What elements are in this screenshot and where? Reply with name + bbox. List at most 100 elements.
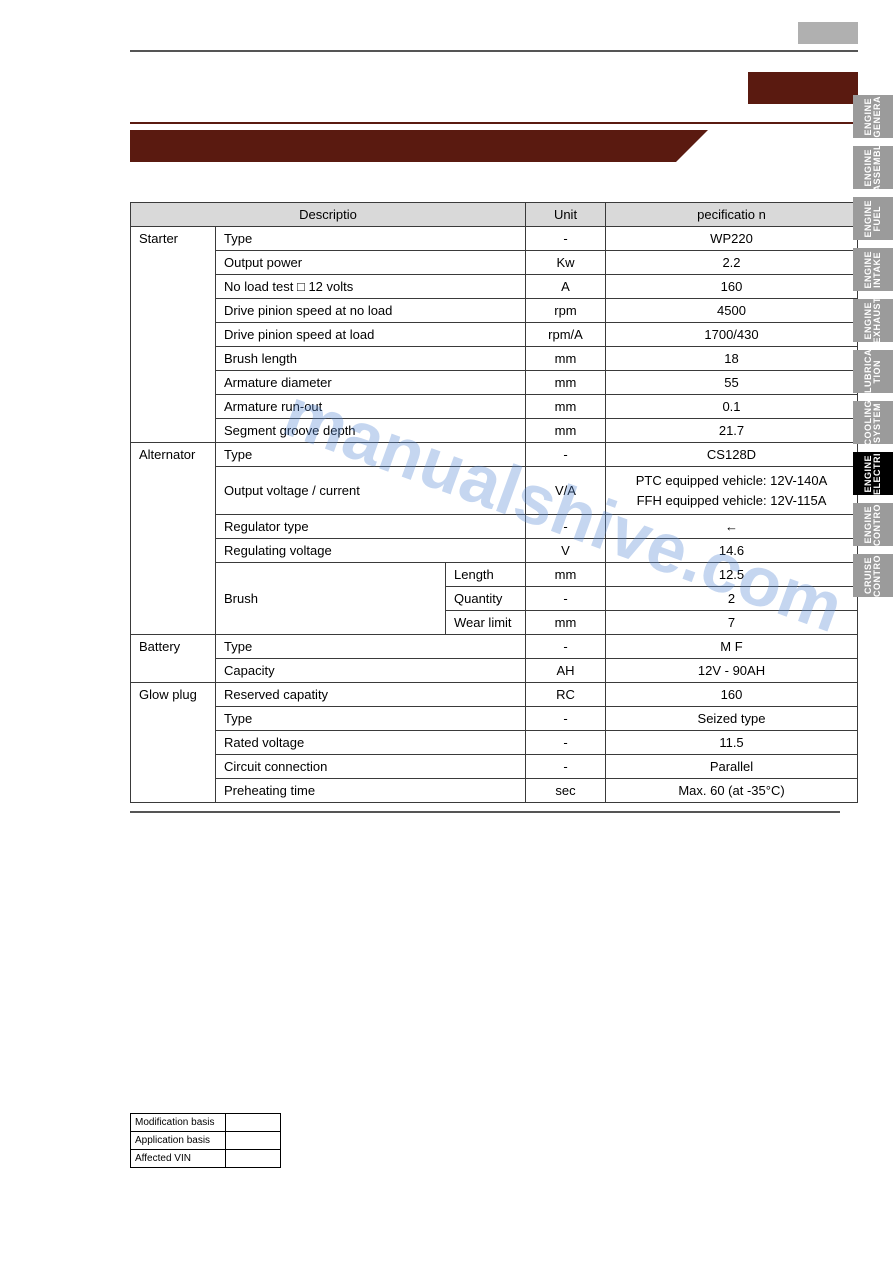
unit-cell: mm [526,395,606,419]
unit-cell: Kw [526,251,606,275]
spec-cell: 55 [606,371,858,395]
meta-row: Application basis [131,1132,281,1150]
table-row: No load test □ 12 voltsA160 [131,275,858,299]
meta-value [226,1114,281,1132]
table-row: Armature diametermm55 [131,371,858,395]
spec-cell: PTC equipped vehicle: 12V-140A FFH equip… [606,467,858,515]
section-tab[interactable]: COOLING SYSTEM [853,401,893,444]
footer-rule [130,811,840,813]
section-tab[interactable]: LUBRICA TION [853,350,893,393]
unit-cell: mm [526,347,606,371]
table-row: Circuit connection-Parallel [131,755,858,779]
table-row: Preheating timesecMax. 60 (at -35°C) [131,779,858,803]
sub-desc-cell: Length [446,563,526,587]
category-cell: Alternator [131,443,216,635]
meta-row: Affected VIN [131,1150,281,1168]
unit-cell: - [526,515,606,539]
table-row: Armature run-outmm0.1 [131,395,858,419]
spec-cell: WP220 [606,227,858,251]
spec-cell: 2.2 [606,251,858,275]
unit-cell: RC [526,683,606,707]
spec-cell: 12V - 90AH [606,659,858,683]
spec-cell: 0.1 [606,395,858,419]
desc-cell: Armature diameter [216,371,526,395]
unit-cell: mm [526,563,606,587]
desc-cell: Reserved capatity [216,683,526,707]
unit-cell: rpm [526,299,606,323]
table-row: Rated voltage-11.5 [131,731,858,755]
desc-cell: Type [216,227,526,251]
spec-cell: ← [606,515,858,539]
section-tab[interactable]: CRUISE CONTRO [853,554,893,597]
unit-cell: - [526,587,606,611]
section-tab[interactable]: ENGINE ELECTRI [853,452,893,495]
desc-cell: Type [216,635,526,659]
unit-cell: - [526,443,606,467]
section-tab[interactable]: ENGINE FUEL [853,197,893,240]
table-row: StarterType-WP220 [131,227,858,251]
meta-value [226,1132,281,1150]
spec-cell: 1700/430 [606,323,858,347]
category-cell: Glow plug [131,683,216,803]
spec-cell: M F [606,635,858,659]
section-title-banner [130,130,676,162]
unit-cell: sec [526,779,606,803]
section-tab[interactable]: ENGINE INTAKE [853,248,893,291]
table-row: AlternatorType-CS128D [131,443,858,467]
section-tab[interactable]: ENGINE GENERA [853,95,893,138]
spec-cell: 160 [606,275,858,299]
section-tab[interactable]: ENGINE CONTRO [853,503,893,546]
meta-key: Modification basis [131,1114,226,1132]
spec-cell: 21.7 [606,419,858,443]
section-code-block [130,82,858,114]
category-cell: Starter [131,227,216,443]
spec-cell: 11.5 [606,731,858,755]
spec-cell: Parallel [606,755,858,779]
specification-table: Descriptio Unit pecificatio n StarterTyp… [130,202,858,803]
meta-table: Modification basisApplication basisAffec… [130,1113,281,1168]
table-row: Output powerKw2.2 [131,251,858,275]
unit-cell: AH [526,659,606,683]
desc-cell: Regulating voltage [216,539,526,563]
desc-cell: Segment groove depth [216,419,526,443]
col-header-spec: pecificatio n [606,203,858,227]
desc-cell: Circuit connection [216,755,526,779]
spec-cell: 160 [606,683,858,707]
desc-cell: Type [216,707,526,731]
desc-cell: Regulator type [216,515,526,539]
table-row: Type-Seized type [131,707,858,731]
meta-value [226,1150,281,1168]
table-row: Regulating voltageV14.6 [131,539,858,563]
col-header-unit: Unit [526,203,606,227]
table-row: CapacityAH12V - 90AH [131,659,858,683]
spec-cell: 14.6 [606,539,858,563]
table-row: Brush lengthmm18 [131,347,858,371]
desc-cell: Preheating time [216,779,526,803]
meta-key: Application basis [131,1132,226,1150]
sub-desc-cell: Wear limit [446,611,526,635]
desc-cell: Capacity [216,659,526,683]
section-tab[interactable]: ENGINE EXHAUST [853,299,893,342]
unit-cell: rpm/A [526,323,606,347]
meta-key: Affected VIN [131,1150,226,1168]
unit-cell: - [526,227,606,251]
desc-cell: Drive pinion speed at load [216,323,526,347]
section-tab[interactable]: ENGINE ASSEMBL [853,146,893,189]
spec-cell: 12.5 [606,563,858,587]
sub-desc-cell: Quantity [446,587,526,611]
spec-cell: 2 [606,587,858,611]
header-rule [130,50,858,52]
spec-cell: 7 [606,611,858,635]
section-rule [130,122,858,124]
table-row: Glow plugReserved capatityRC160 [131,683,858,707]
table-row: Drive pinion speed at loadrpm/A1700/430 [131,323,858,347]
table-row: Drive pinion speed at no loadrpm4500 [131,299,858,323]
desc-cell: Output voltage / current [216,467,526,515]
unit-cell: - [526,635,606,659]
unit-cell: mm [526,371,606,395]
page: Descriptio Unit pecificatio n StarterTyp… [0,0,893,1188]
table-row: BatteryType-M F [131,635,858,659]
unit-cell: - [526,731,606,755]
unit-cell: mm [526,419,606,443]
unit-cell: - [526,755,606,779]
